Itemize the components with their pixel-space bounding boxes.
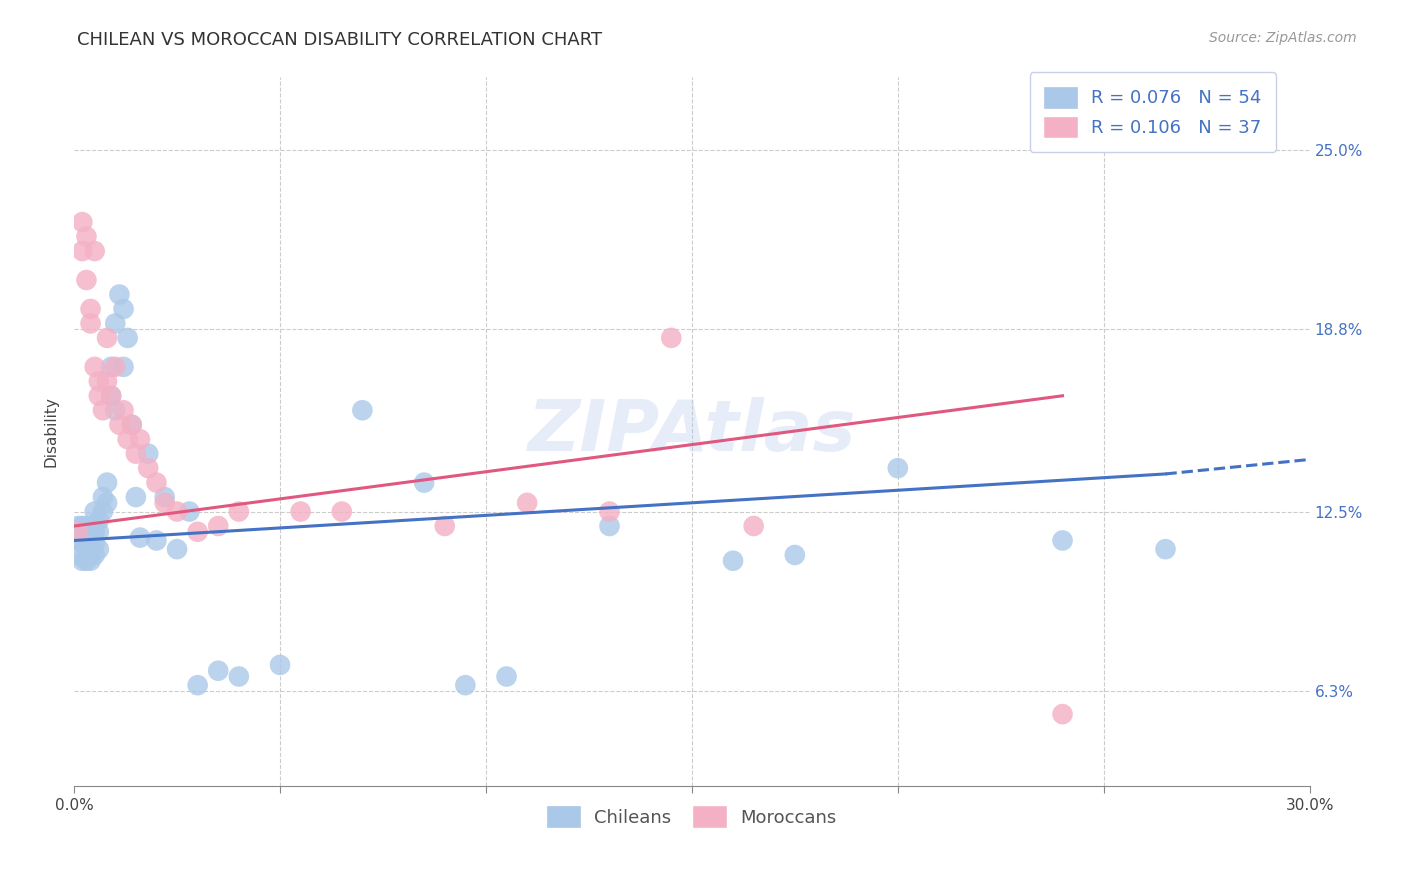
Point: [598, 519, 620, 533]
Point: [87, 513, 110, 527]
Point: [79, 317, 101, 331]
Point: [72, 215, 94, 229]
Point: [79, 554, 101, 568]
Point: [121, 417, 143, 432]
Point: [112, 403, 135, 417]
Point: [166, 542, 188, 557]
Point: [96, 374, 118, 388]
Point: [433, 519, 456, 533]
Point: [67, 533, 90, 548]
Point: [91, 490, 114, 504]
Point: [187, 524, 209, 539]
Text: CHILEAN VS MOROCCAN DISABILITY CORRELATION CHART: CHILEAN VS MOROCCAN DISABILITY CORRELATI…: [77, 31, 602, 49]
Point: [108, 417, 131, 432]
Point: [100, 389, 122, 403]
Point: [96, 331, 118, 345]
Point: [91, 403, 114, 417]
Point: [125, 447, 148, 461]
Point: [117, 331, 139, 345]
Point: [179, 504, 201, 518]
Point: [87, 389, 110, 403]
Point: [75, 229, 97, 244]
Point: [79, 542, 101, 557]
Point: [108, 287, 131, 301]
Point: [721, 554, 744, 568]
Text: ZIPAtlas: ZIPAtlas: [527, 398, 856, 467]
Point: [495, 669, 517, 683]
Point: [783, 548, 806, 562]
Point: [117, 432, 139, 446]
Point: [104, 359, 127, 374]
Point: [72, 536, 94, 550]
Point: [228, 504, 250, 518]
Point: [145, 475, 167, 490]
Point: [75, 554, 97, 568]
Point: [75, 273, 97, 287]
Point: [87, 374, 110, 388]
Point: [454, 678, 477, 692]
Point: [67, 548, 90, 562]
Point: [75, 539, 97, 553]
Point: [83, 548, 105, 562]
Point: [75, 519, 97, 533]
Point: [83, 359, 105, 374]
Point: [659, 331, 682, 345]
Point: [413, 475, 436, 490]
Point: [887, 461, 910, 475]
Point: [125, 490, 148, 504]
Point: [516, 496, 538, 510]
Point: [145, 533, 167, 548]
Point: [91, 504, 114, 518]
Point: [136, 447, 159, 461]
Point: [330, 504, 353, 518]
Point: [83, 524, 105, 539]
Point: [67, 519, 90, 533]
Point: [104, 317, 127, 331]
Point: [598, 504, 620, 518]
Point: [269, 657, 291, 672]
Point: [1052, 707, 1074, 722]
Point: [153, 490, 176, 504]
Point: [742, 519, 765, 533]
Point: [100, 359, 122, 374]
Point: [83, 536, 105, 550]
Point: [112, 301, 135, 316]
Point: [100, 389, 122, 403]
Point: [112, 359, 135, 374]
Point: [96, 475, 118, 490]
Point: [207, 519, 229, 533]
Y-axis label: Disability: Disability: [44, 397, 58, 467]
Text: Source: ZipAtlas.com: Source: ZipAtlas.com: [1209, 31, 1357, 45]
Point: [75, 524, 97, 539]
Point: [87, 524, 110, 539]
Point: [72, 519, 94, 533]
Point: [79, 301, 101, 316]
Point: [83, 504, 105, 518]
Point: [96, 496, 118, 510]
Point: [129, 432, 152, 446]
Point: [290, 504, 312, 518]
Point: [121, 417, 143, 432]
Point: [153, 496, 176, 510]
Point: [187, 678, 209, 692]
Point: [72, 244, 94, 258]
Point: [104, 403, 127, 417]
Point: [72, 554, 94, 568]
Point: [129, 531, 152, 545]
Point: [228, 669, 250, 683]
Point: [83, 244, 105, 258]
Point: [352, 403, 374, 417]
Point: [166, 504, 188, 518]
Point: [79, 531, 101, 545]
Point: [1154, 542, 1177, 557]
Point: [207, 664, 229, 678]
Point: [136, 461, 159, 475]
Legend: Chileans, Moroccans: Chileans, Moroccans: [540, 799, 844, 834]
Point: [87, 542, 110, 557]
Point: [1052, 533, 1074, 548]
Point: [67, 524, 90, 539]
